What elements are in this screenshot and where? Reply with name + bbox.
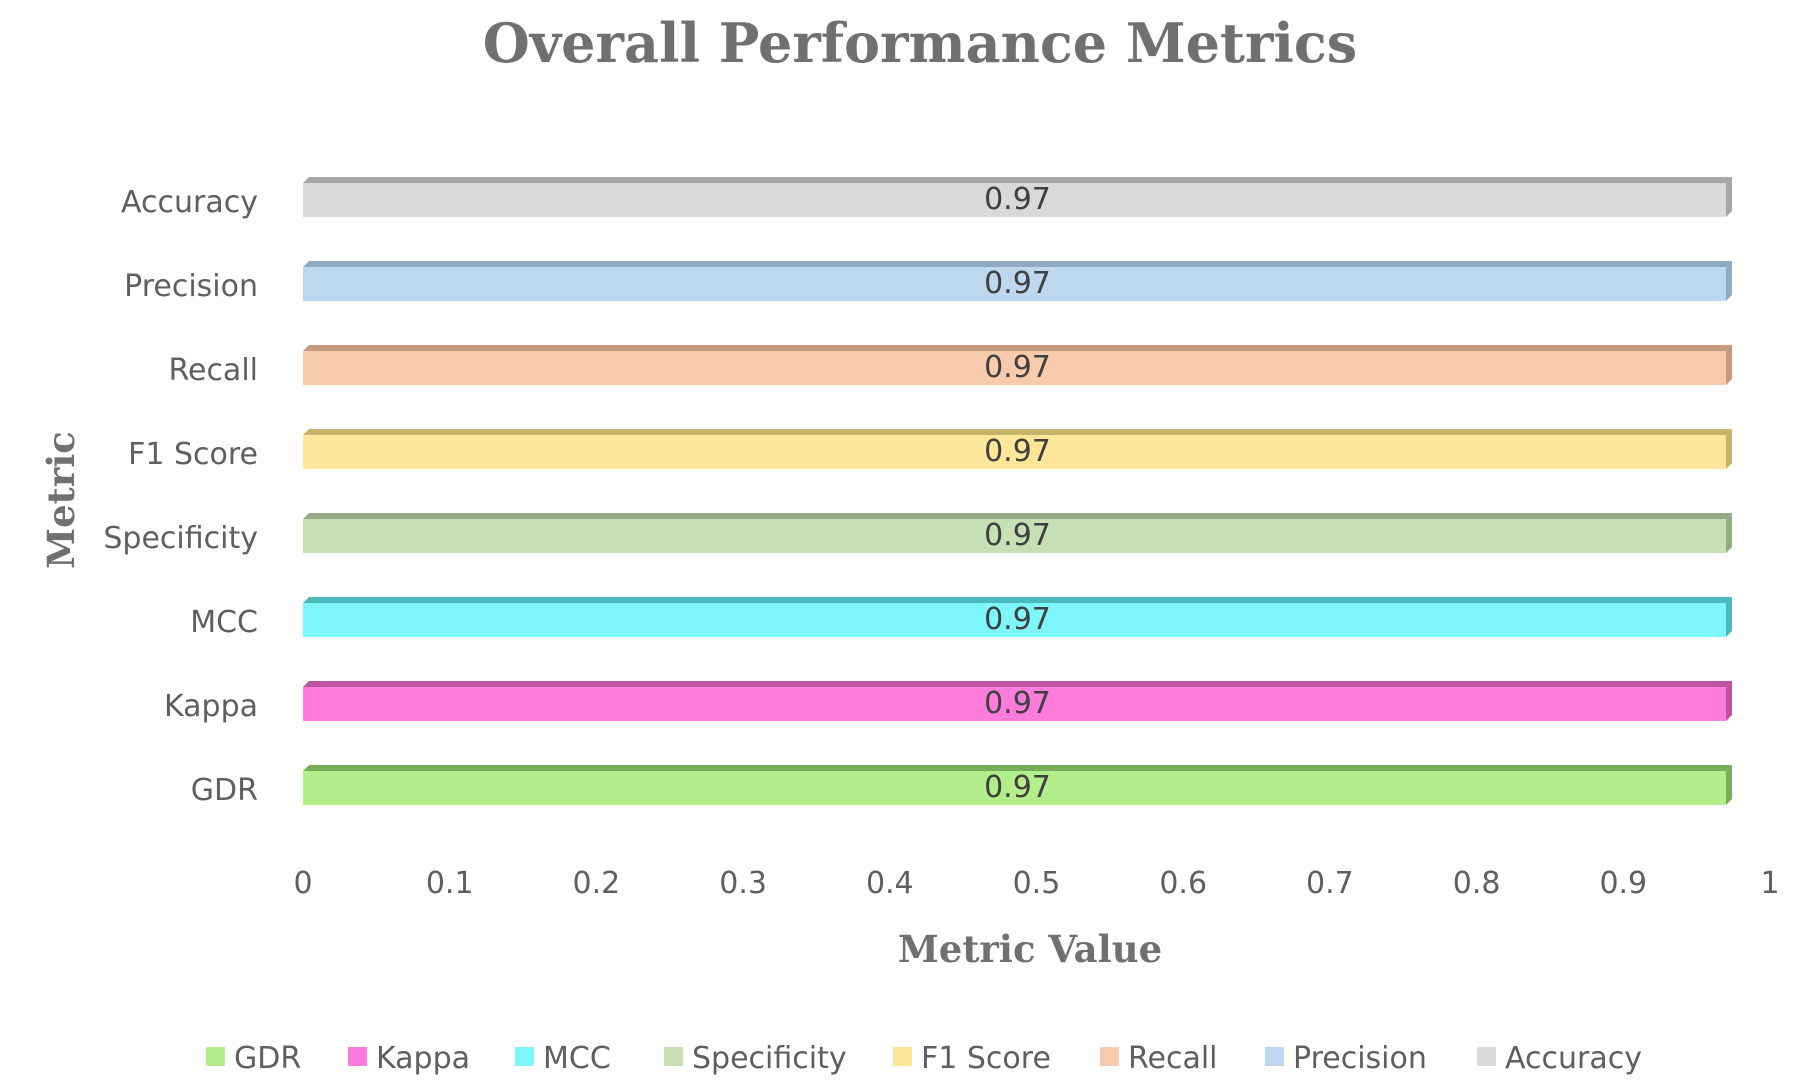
category-label: MCC bbox=[190, 605, 258, 640]
bar-mcc bbox=[303, 597, 1732, 637]
bar-front-face bbox=[303, 603, 1726, 637]
legend-label: F1 Score bbox=[921, 1041, 1051, 1076]
bar-side-face bbox=[1725, 681, 1732, 721]
x-tick-label: 0.3 bbox=[719, 866, 767, 901]
bar-front-face bbox=[303, 183, 1726, 217]
legend-item: F1 Score bbox=[893, 1041, 1051, 1076]
bar-front-face bbox=[303, 771, 1726, 805]
legend-item: Precision bbox=[1265, 1041, 1427, 1076]
data-label: 0.97 bbox=[984, 686, 1051, 721]
legend-label: MCC bbox=[543, 1041, 611, 1076]
data-labels: 0.97 0.97 0.97 0.97 0.97 0.97 0.97 0.97 bbox=[984, 182, 1051, 805]
legend-swatch bbox=[1477, 1047, 1496, 1066]
x-tick-labels: 0 0.1 0.2 0.3 0.4 0.5 0.6 0.7 0.8 0.9 1 bbox=[293, 866, 1779, 901]
bar-front-face bbox=[303, 351, 1726, 385]
category-label: Precision bbox=[124, 269, 258, 304]
legend-label: Kappa bbox=[376, 1041, 470, 1076]
legend-swatch bbox=[1100, 1047, 1119, 1066]
data-label: 0.97 bbox=[984, 182, 1051, 217]
legend-item: Accuracy bbox=[1477, 1041, 1642, 1076]
bar-front-face bbox=[303, 687, 1726, 721]
legend-label: Recall bbox=[1128, 1041, 1218, 1076]
bar-top-face bbox=[303, 429, 1732, 435]
chart-title: Overall Performance Metrics bbox=[483, 11, 1357, 75]
y-axis-title: Metric bbox=[39, 431, 83, 569]
category-label: Recall bbox=[168, 353, 258, 388]
x-tick-label: 1 bbox=[1760, 866, 1779, 901]
category-label: Specificity bbox=[103, 521, 258, 556]
category-label: GDR bbox=[191, 773, 258, 808]
legend-item: GDR bbox=[206, 1041, 301, 1076]
bar-side-face bbox=[1725, 177, 1732, 217]
bar-top-face bbox=[303, 765, 1732, 771]
bar-side-face bbox=[1725, 261, 1732, 301]
bar-top-face bbox=[303, 681, 1732, 687]
x-tick-label: 0.5 bbox=[1013, 866, 1061, 901]
data-label: 0.97 bbox=[984, 350, 1051, 385]
legend-swatch bbox=[206, 1047, 225, 1066]
legend-item: MCC bbox=[515, 1041, 611, 1076]
x-tick-label: 0.7 bbox=[1306, 866, 1354, 901]
bar-side-face bbox=[1725, 345, 1732, 385]
legend-item: Specificity bbox=[664, 1041, 847, 1076]
bar-front-face bbox=[303, 435, 1726, 469]
bar-front-face bbox=[303, 267, 1726, 301]
bar-top-face bbox=[303, 513, 1732, 519]
legend: GDR Kappa MCC Specificity F1 Score Recall Prec… bbox=[206, 1041, 1642, 1076]
legend-item: Recall bbox=[1100, 1041, 1218, 1076]
legend-swatch bbox=[515, 1047, 534, 1066]
bar-top-face bbox=[303, 261, 1732, 267]
bar-precision bbox=[303, 261, 1732, 301]
bar-side-face bbox=[1725, 513, 1732, 553]
x-axis-title: Metric Value bbox=[898, 927, 1162, 971]
data-label: 0.97 bbox=[984, 518, 1051, 553]
bar-specificity bbox=[303, 513, 1732, 553]
x-tick-label: 0 bbox=[293, 866, 312, 901]
data-label: 0.97 bbox=[984, 770, 1051, 805]
bar-side-face bbox=[1725, 765, 1732, 805]
bar-top-face bbox=[303, 597, 1732, 603]
bars-group bbox=[303, 177, 1732, 805]
bar-kappa bbox=[303, 681, 1732, 721]
legend-label: Specificity bbox=[692, 1041, 847, 1076]
category-labels: Accuracy Precision Recall F1 Score Specifici… bbox=[103, 185, 258, 808]
bar-gdr bbox=[303, 765, 1732, 805]
legend-label: Accuracy bbox=[1505, 1041, 1642, 1076]
x-tick-label: 0.9 bbox=[1599, 866, 1647, 901]
bar-side-face bbox=[1725, 597, 1732, 637]
data-label: 0.97 bbox=[984, 602, 1051, 637]
bar-side-face bbox=[1725, 429, 1732, 469]
category-label: Accuracy bbox=[121, 185, 258, 220]
legend-label: GDR bbox=[234, 1041, 301, 1076]
bar-top-face bbox=[303, 345, 1732, 351]
bar-recall bbox=[303, 345, 1732, 385]
legend-item: Kappa bbox=[348, 1041, 470, 1076]
data-label: 0.97 bbox=[984, 434, 1051, 469]
bar-front-face bbox=[303, 519, 1726, 553]
legend-swatch bbox=[1265, 1047, 1284, 1066]
legend-swatch bbox=[893, 1047, 912, 1066]
x-tick-label: 0.2 bbox=[573, 866, 621, 901]
bar-f1-score bbox=[303, 429, 1732, 469]
x-tick-label: 0.4 bbox=[866, 866, 914, 901]
bar-accuracy bbox=[303, 177, 1732, 217]
category-label: Kappa bbox=[164, 689, 258, 724]
legend-label: Precision bbox=[1293, 1041, 1427, 1076]
category-label: F1 Score bbox=[128, 437, 258, 472]
legend-swatch bbox=[664, 1047, 683, 1066]
legend-swatch bbox=[348, 1047, 367, 1066]
data-label: 0.97 bbox=[984, 266, 1051, 301]
x-tick-label: 0.6 bbox=[1159, 866, 1207, 901]
x-tick-label: 0.1 bbox=[426, 866, 474, 901]
bar-top-face bbox=[303, 177, 1732, 183]
x-tick-label: 0.8 bbox=[1453, 866, 1501, 901]
